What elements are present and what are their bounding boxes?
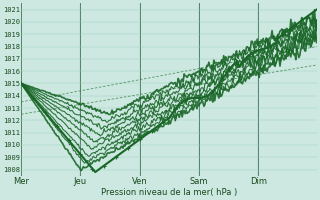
X-axis label: Pression niveau de la mer( hPa ): Pression niveau de la mer( hPa ) — [101, 188, 237, 197]
